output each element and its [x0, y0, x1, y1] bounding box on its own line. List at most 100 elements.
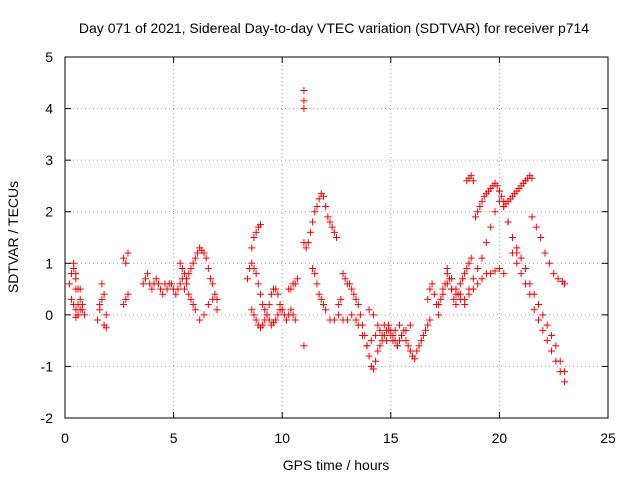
- data-point: [367, 337, 375, 345]
- data-point: [315, 195, 323, 203]
- data-point: [187, 295, 195, 303]
- data-point: [272, 285, 280, 293]
- data-point: [465, 285, 473, 293]
- data-point: [422, 326, 430, 334]
- data-point: [250, 234, 258, 241]
- data-point: [369, 365, 377, 373]
- data-point: [276, 301, 284, 309]
- data-point: [256, 221, 264, 229]
- data-point: [302, 244, 310, 252]
- data-point: [504, 218, 512, 226]
- data-point: [458, 275, 466, 283]
- data-point: [189, 259, 197, 267]
- data-point: [70, 259, 78, 267]
- data-point: [287, 306, 295, 314]
- data-point: [263, 311, 271, 319]
- data-point: [376, 326, 384, 334]
- data-point: [467, 254, 475, 262]
- data-point: [252, 316, 260, 324]
- data-point: [356, 311, 364, 319]
- data-point: [528, 174, 536, 182]
- data-point: [293, 275, 301, 283]
- data-point: [372, 331, 380, 339]
- data-point: [352, 295, 360, 303]
- data-point: [491, 267, 499, 275]
- x-tick-label: 10: [274, 430, 290, 446]
- data-point: [478, 197, 486, 205]
- data-point: [252, 270, 260, 278]
- data-point: [300, 105, 308, 113]
- data-point: [337, 295, 345, 303]
- data-point: [346, 280, 354, 288]
- x-tick-label: 5: [170, 430, 178, 446]
- data-point: [300, 87, 308, 95]
- data-point: [304, 239, 312, 247]
- data-point: [561, 280, 569, 288]
- data-point: [202, 254, 210, 262]
- data-point: [291, 316, 299, 324]
- data-point: [313, 203, 321, 211]
- x-tick-label: 15: [383, 430, 399, 446]
- data-point: [76, 306, 84, 314]
- data-point: [200, 249, 208, 257]
- data-point: [354, 301, 362, 309]
- data-point: [521, 280, 529, 288]
- data-point: [495, 264, 503, 272]
- data-point: [424, 295, 432, 303]
- data-point: [415, 342, 423, 350]
- data-point: [330, 316, 338, 324]
- data-point: [478, 254, 486, 262]
- x-tick-label: 25: [600, 430, 616, 446]
- data-point: [439, 290, 447, 298]
- data-point: [163, 285, 171, 293]
- data-point: [322, 306, 330, 314]
- data-point: [428, 280, 436, 288]
- data-point: [493, 182, 501, 190]
- data-point: [406, 347, 414, 355]
- data-point: [398, 331, 406, 339]
- data-point: [513, 244, 521, 252]
- data-point: [267, 290, 275, 298]
- series-tracks_19_23h: [472, 172, 569, 386]
- data-point: [287, 285, 295, 293]
- data-point: [554, 275, 562, 283]
- data-point: [176, 280, 184, 288]
- data-point: [393, 342, 401, 350]
- data-point: [541, 249, 549, 257]
- data-point: [94, 316, 102, 324]
- data-point: [180, 270, 188, 278]
- data-point: [348, 285, 356, 293]
- data-point: [478, 275, 486, 283]
- data-point: [419, 331, 427, 339]
- data-point: [424, 321, 432, 329]
- data-point: [545, 259, 553, 267]
- data-point: [395, 321, 403, 329]
- data-point: [452, 301, 460, 309]
- data-point: [387, 331, 395, 339]
- data-point: [487, 270, 495, 278]
- data-point: [100, 290, 108, 298]
- x-tick-label: 20: [492, 430, 508, 446]
- data-point: [513, 259, 521, 267]
- data-point: [193, 249, 201, 257]
- data-point: [209, 280, 217, 288]
- data-point: [124, 290, 132, 298]
- data-point: [548, 347, 556, 355]
- data-point: [319, 301, 327, 309]
- data-point: [352, 316, 360, 324]
- data-point: [443, 280, 451, 288]
- data-point: [328, 223, 336, 231]
- data-point: [250, 264, 258, 272]
- data-point: [561, 378, 569, 386]
- data-point: [474, 208, 482, 216]
- data-point: [534, 316, 542, 324]
- data-point: [120, 301, 128, 309]
- data-point: [300, 97, 308, 105]
- data-point: [443, 264, 451, 272]
- data-point: [413, 347, 421, 355]
- data-point: [309, 218, 317, 226]
- data-point: [291, 280, 299, 288]
- data-point: [76, 285, 84, 293]
- data-point: [508, 234, 516, 241]
